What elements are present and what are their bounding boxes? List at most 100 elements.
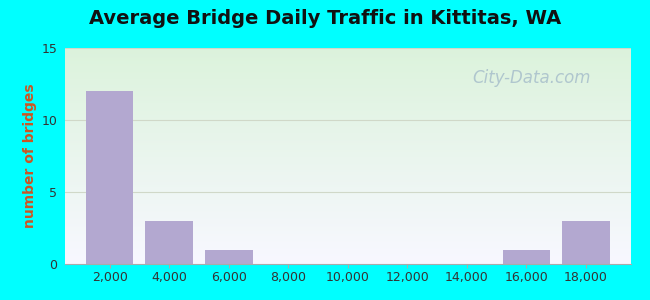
Bar xyxy=(65,246,630,247)
Bar xyxy=(65,236,630,237)
Bar xyxy=(65,164,630,165)
Bar xyxy=(65,112,630,113)
Bar xyxy=(65,252,630,253)
Bar xyxy=(65,90,630,91)
Bar xyxy=(65,209,630,210)
Bar xyxy=(65,101,630,102)
Bar xyxy=(502,250,550,264)
Bar xyxy=(65,168,630,169)
Bar xyxy=(65,89,630,90)
Bar xyxy=(65,148,630,149)
Bar xyxy=(65,64,630,65)
Bar xyxy=(65,166,630,167)
Bar xyxy=(65,207,630,208)
Bar xyxy=(65,170,630,171)
Bar xyxy=(65,220,630,221)
Bar xyxy=(65,208,630,209)
Bar xyxy=(65,183,630,184)
Bar xyxy=(65,158,630,159)
Bar xyxy=(65,144,630,145)
Bar xyxy=(65,84,630,85)
Bar xyxy=(65,179,630,180)
Bar xyxy=(65,70,630,71)
Bar xyxy=(65,242,630,244)
Bar xyxy=(65,181,630,182)
Bar xyxy=(65,98,630,99)
Bar xyxy=(65,221,630,222)
Bar xyxy=(65,77,630,78)
Bar xyxy=(65,82,630,84)
Bar xyxy=(65,250,630,251)
Bar xyxy=(65,62,630,63)
Bar xyxy=(65,79,630,80)
Bar xyxy=(65,159,630,160)
Bar xyxy=(65,151,630,152)
Bar xyxy=(65,169,630,170)
Bar xyxy=(65,206,630,207)
Bar xyxy=(65,66,630,68)
Bar xyxy=(65,117,630,118)
Bar xyxy=(65,65,630,66)
Bar xyxy=(65,99,630,100)
Bar xyxy=(65,213,630,214)
Bar xyxy=(65,152,630,153)
Bar xyxy=(65,122,630,124)
Bar xyxy=(65,230,630,232)
Bar xyxy=(65,212,630,213)
Bar xyxy=(65,227,630,228)
Bar xyxy=(65,260,630,261)
Bar xyxy=(65,145,630,146)
Bar xyxy=(65,161,630,163)
Bar xyxy=(65,134,630,136)
Bar xyxy=(65,223,630,224)
Bar xyxy=(65,155,630,156)
Text: City-Data.com: City-Data.com xyxy=(472,69,591,87)
Bar xyxy=(65,74,630,75)
Bar xyxy=(65,239,630,240)
Bar xyxy=(65,247,630,248)
Bar xyxy=(65,195,630,196)
Bar xyxy=(65,138,630,139)
Bar xyxy=(65,55,630,56)
Bar xyxy=(65,178,630,179)
Bar xyxy=(65,217,630,218)
Bar xyxy=(65,234,630,235)
Bar xyxy=(65,58,630,59)
Bar xyxy=(86,91,133,264)
Bar xyxy=(65,254,630,255)
Bar xyxy=(65,87,630,88)
Bar xyxy=(65,244,630,246)
Bar xyxy=(65,180,630,181)
Bar xyxy=(65,153,630,154)
Bar xyxy=(65,143,630,144)
Bar xyxy=(65,88,630,89)
Bar xyxy=(65,262,630,263)
Bar xyxy=(65,226,630,227)
Bar xyxy=(65,184,630,185)
Bar xyxy=(65,82,630,83)
Bar xyxy=(65,139,630,140)
Bar xyxy=(65,103,630,104)
Bar xyxy=(65,126,630,127)
Bar xyxy=(65,233,630,234)
Bar xyxy=(65,211,630,212)
Bar xyxy=(65,188,630,190)
Bar xyxy=(65,173,630,174)
Bar xyxy=(65,156,630,157)
Bar xyxy=(65,174,630,175)
Bar xyxy=(65,263,630,264)
Bar xyxy=(65,116,630,117)
Bar xyxy=(65,197,630,198)
Bar xyxy=(65,94,630,95)
Bar xyxy=(65,240,630,241)
Bar xyxy=(65,249,630,250)
Bar xyxy=(65,219,630,220)
Bar xyxy=(65,256,630,257)
Bar xyxy=(65,127,630,128)
Bar xyxy=(65,48,630,49)
Bar xyxy=(65,257,630,259)
Bar xyxy=(65,259,630,260)
Bar xyxy=(65,142,630,143)
Bar xyxy=(65,111,630,112)
Bar xyxy=(65,118,630,119)
